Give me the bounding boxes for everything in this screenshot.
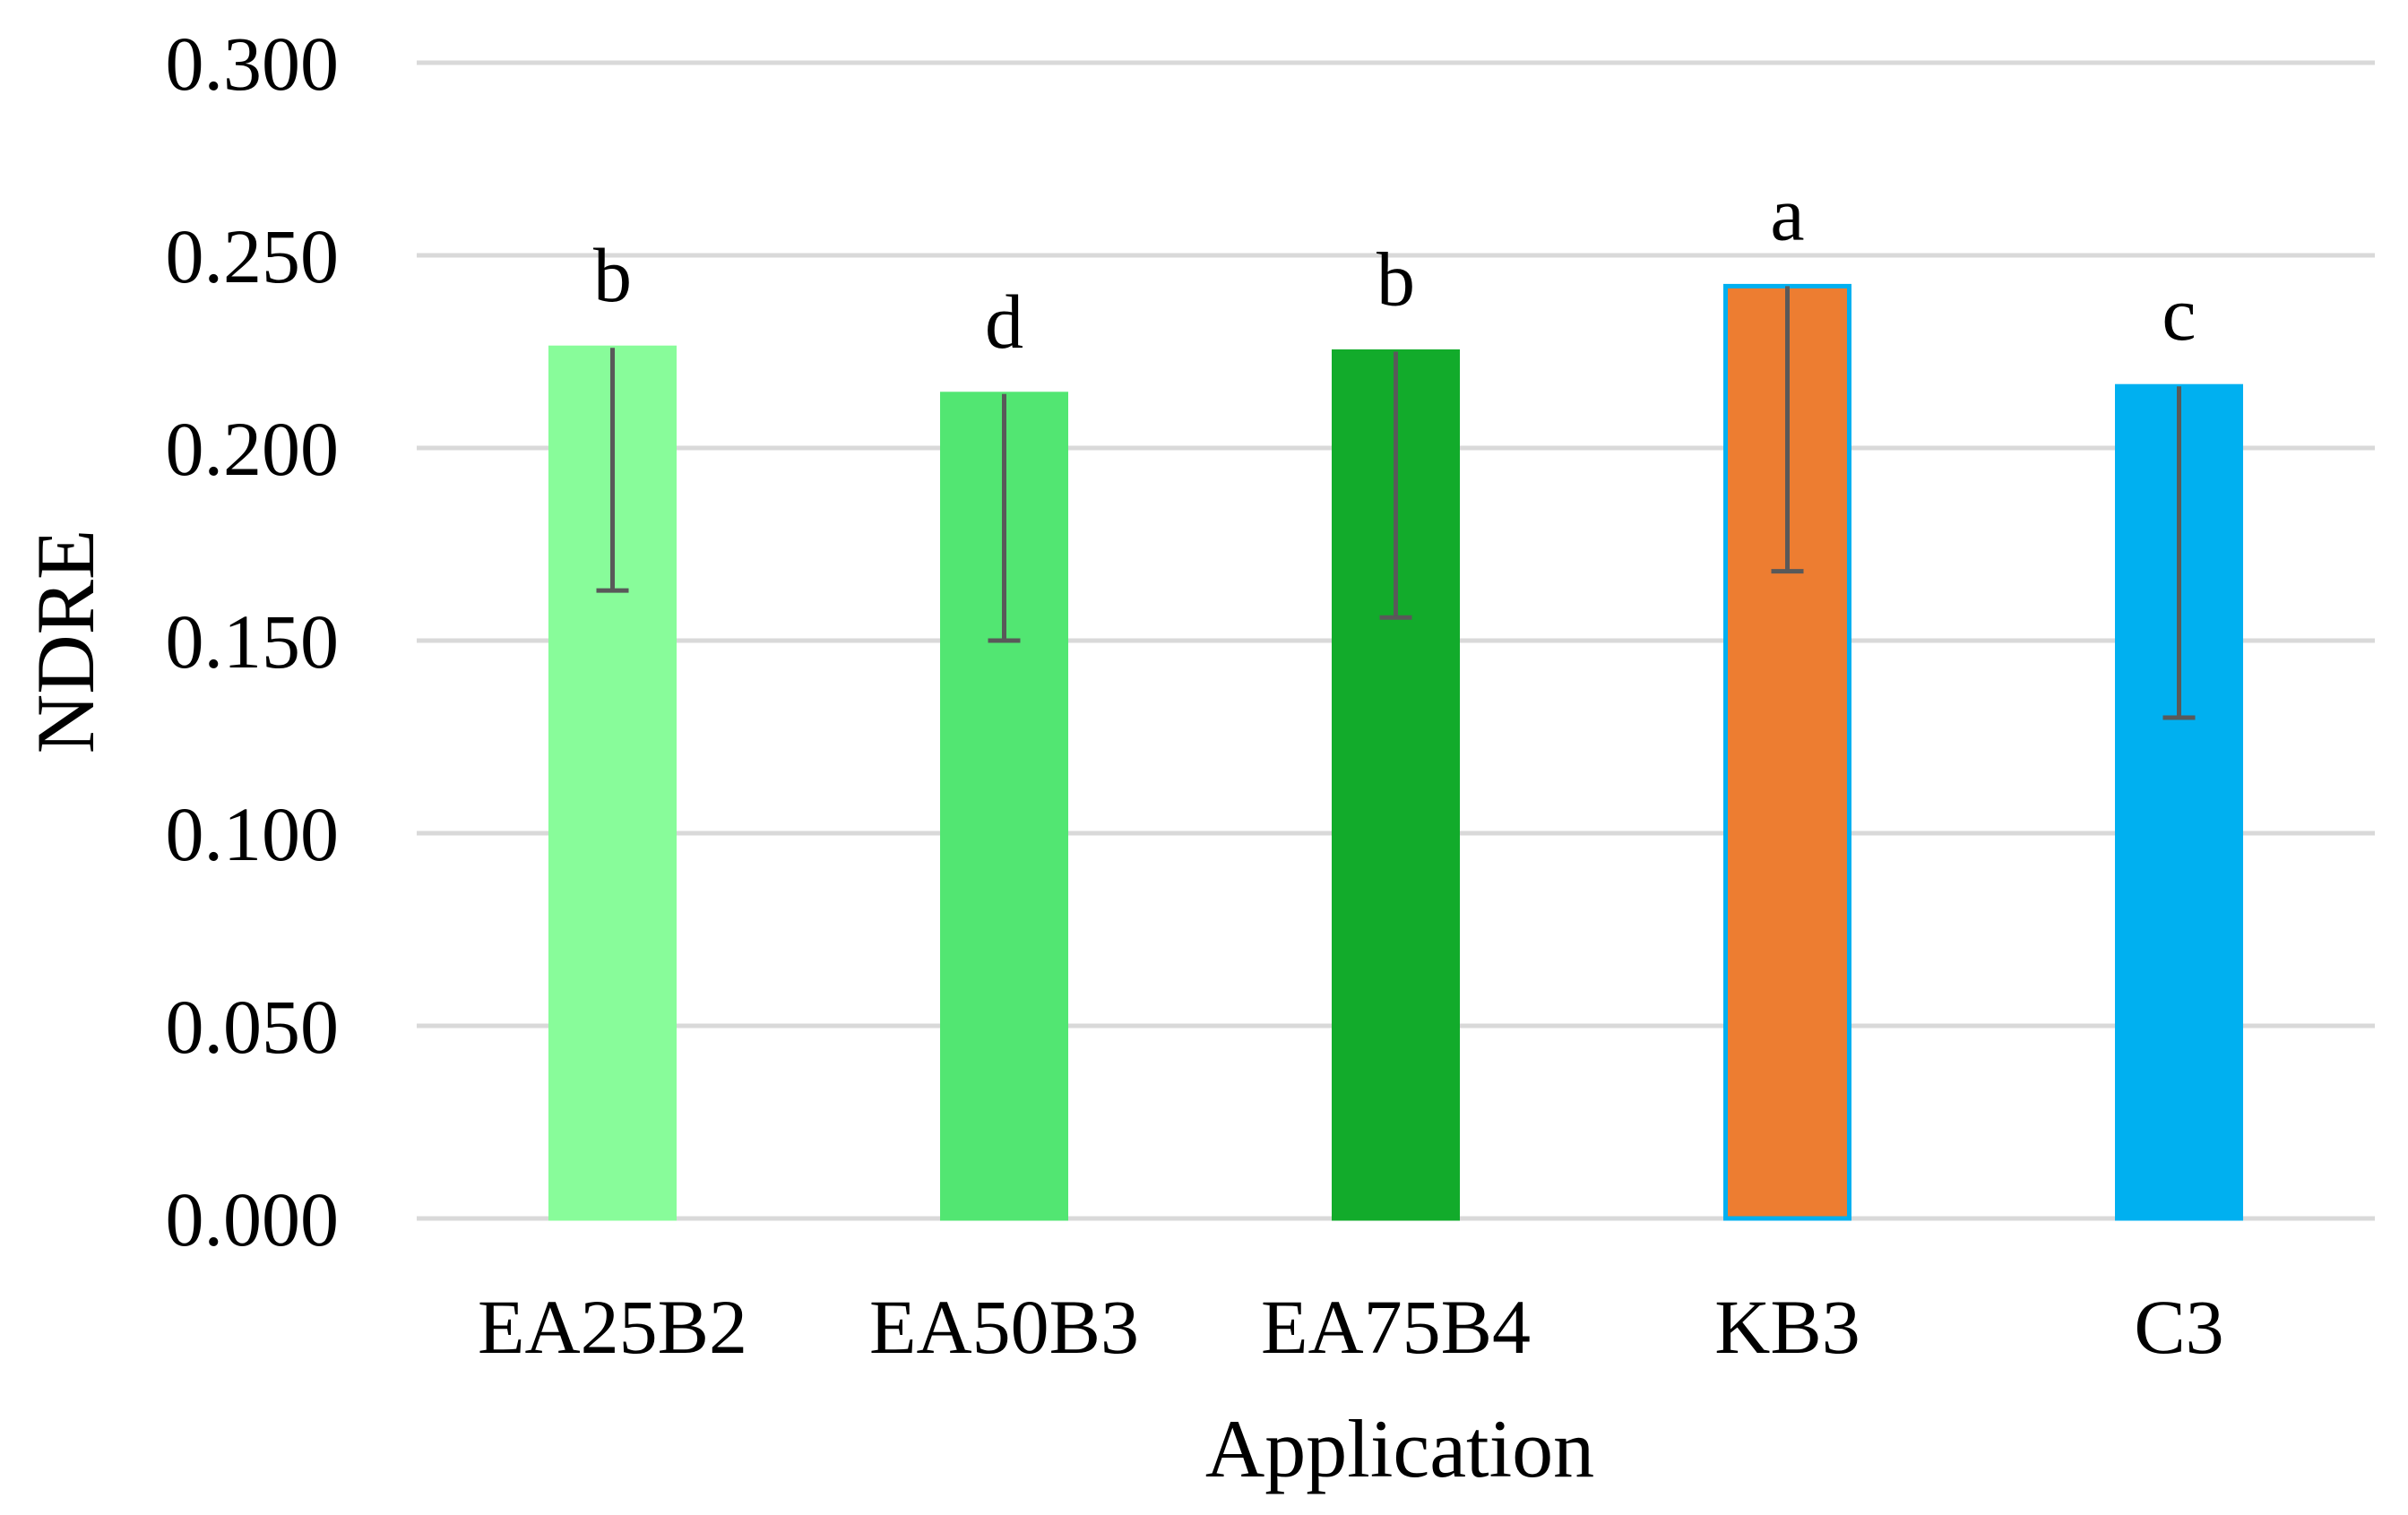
y-axis-title: NDRE xyxy=(20,529,111,753)
x-category-label-EA75B4: EA75B4 xyxy=(1261,1284,1531,1370)
y-tick-label-4: 0.200 xyxy=(166,406,340,492)
x-category-label-C3: C3 xyxy=(2134,1284,2223,1370)
significance-labels: b d b a c xyxy=(593,170,2197,364)
x-category-label-EA25B2: EA25B2 xyxy=(478,1284,747,1370)
significance-label-EA75B4: b xyxy=(1377,237,1415,323)
x-category-label-EA50B3: EA50B3 xyxy=(869,1284,1139,1370)
significance-label-C3: c xyxy=(2162,271,2196,357)
y-tick-label-3: 0.150 xyxy=(166,598,340,684)
x-category-labels: EA25B2 EA50B3 EA75B4 KB3 C3 xyxy=(478,1284,2224,1370)
x-category-label-KB3: KB3 xyxy=(1714,1284,1860,1370)
significance-label-KB3: a xyxy=(1770,170,1804,256)
y-tick-label-2: 0.100 xyxy=(166,791,340,877)
y-tick-label-6: 0.300 xyxy=(166,21,340,107)
significance-label-EA50B3: d xyxy=(985,279,1023,365)
error-bars xyxy=(596,286,2196,720)
y-tick-label-0: 0.000 xyxy=(166,1176,340,1262)
y-tick-labels: 0.000 0.050 0.100 0.150 0.200 0.250 0.300 xyxy=(166,21,340,1262)
y-tick-label-1: 0.050 xyxy=(166,984,340,1070)
x-axis-title: Application xyxy=(1205,1403,1594,1494)
significance-label-EA25B2: b xyxy=(593,232,632,318)
y-tick-label-5: 0.250 xyxy=(166,213,340,299)
